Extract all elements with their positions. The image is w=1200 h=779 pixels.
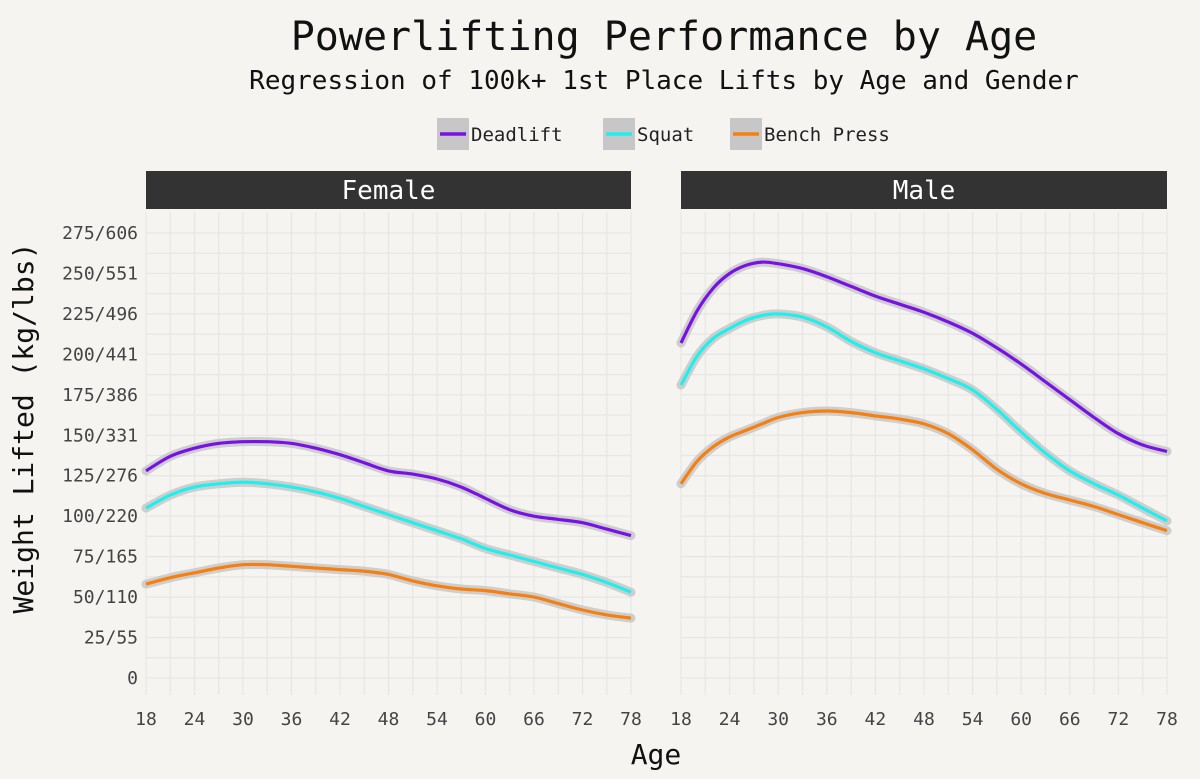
y-tick-label: 50/110 <box>73 587 138 608</box>
x-tick-label: 36 <box>816 709 838 730</box>
series-deadlift <box>676 257 1172 456</box>
series-line-squat <box>145 480 632 594</box>
y-tick-label: 100/220 <box>62 506 138 527</box>
series-line-bench-press <box>679 409 1168 533</box>
legend-item-squat: Squat <box>603 118 694 150</box>
x-tick-label: 24 <box>184 709 206 730</box>
y-tick-label: 200/441 <box>62 344 138 365</box>
x-tick-label: 72 <box>1108 709 1130 730</box>
x-tick-label: 72 <box>572 709 594 730</box>
series-line-deadlift <box>145 439 632 538</box>
x-tick-label: 78 <box>1156 709 1178 730</box>
y-axis-ticks: 0 25/55 50/110 75/165 100/220 125/276 150/331 1… <box>62 223 138 689</box>
x-tick-label: 66 <box>1059 709 1081 730</box>
series-squat <box>141 477 636 597</box>
legend-label: Squat <box>637 124 694 146</box>
x-tick-label: 78 <box>620 709 642 730</box>
x-tick-label: 30 <box>767 709 789 730</box>
x-tick-label: 42 <box>865 709 887 730</box>
x-tick-label: 30 <box>232 709 254 730</box>
series-deadlift <box>141 437 636 541</box>
chart-title: Powerlifting Performance by Age <box>291 14 1038 60</box>
x-tick-label: 48 <box>378 709 400 730</box>
x-tick-label: 48 <box>913 709 935 730</box>
legend-label: Bench Press <box>764 124 890 146</box>
series-bench-press <box>676 406 1172 536</box>
y-tick-label: 275/606 <box>62 223 138 244</box>
x-tick-label: 66 <box>523 709 545 730</box>
y-tick-label: 150/331 <box>62 425 138 446</box>
x-tick-label: 42 <box>329 709 351 730</box>
y-tick-label: 75/165 <box>73 547 138 568</box>
y-tick-label: 0 <box>127 668 138 689</box>
y-tick-label: 125/276 <box>62 466 138 487</box>
facet-strip <box>146 171 631 209</box>
chart-subtitle: Regression of 100k+ 1st Place Lifts by A… <box>249 66 1079 96</box>
y-tick-label: 175/386 <box>62 385 138 406</box>
x-tick-label: 18 <box>670 709 692 730</box>
x-axis-title: Age <box>631 738 682 771</box>
gridlines <box>145 212 632 695</box>
x-tick-label: 54 <box>962 709 984 730</box>
facet-panels: Female 18 24 30 36 42 48 54 60 66 72 78 Male 18 24 30 36… <box>62 171 1178 730</box>
legend: Deadlift Squat Bench Press <box>437 118 890 150</box>
series-line-deadlift <box>679 260 1168 454</box>
series-squat <box>676 309 1172 526</box>
y-tick-label: 225/496 <box>62 304 138 325</box>
y-tick-label: 25/55 <box>84 628 138 649</box>
facet-label: Male <box>893 176 956 206</box>
series-line-squat <box>679 312 1168 523</box>
legend-item-deadlift: Deadlift <box>437 118 563 150</box>
series-line-bench-press <box>145 562 632 620</box>
series-bench-press <box>141 559 636 623</box>
legend-item-bench-press: Bench Press <box>730 118 890 150</box>
facet-panel-male: Male 18 24 30 36 42 48 54 60 66 72 78 <box>670 171 1178 730</box>
x-tick-label: 36 <box>281 709 303 730</box>
gridlines <box>680 212 1168 695</box>
y-tick-label: 250/551 <box>62 263 138 284</box>
legend-label: Deadlift <box>471 124 563 146</box>
x-tick-label: 60 <box>475 709 497 730</box>
facet-panel-female: Female 18 24 30 36 42 48 54 60 66 72 78 <box>135 171 642 730</box>
facet-label: Female <box>342 176 436 206</box>
facet-strip <box>681 171 1167 209</box>
x-tick-label: 60 <box>1010 709 1032 730</box>
y-axis-title: Weight Lifted (kg/lbs) <box>7 243 40 614</box>
x-tick-label: 24 <box>719 709 741 730</box>
x-tick-label: 54 <box>426 709 448 730</box>
x-tick-label: 18 <box>135 709 157 730</box>
